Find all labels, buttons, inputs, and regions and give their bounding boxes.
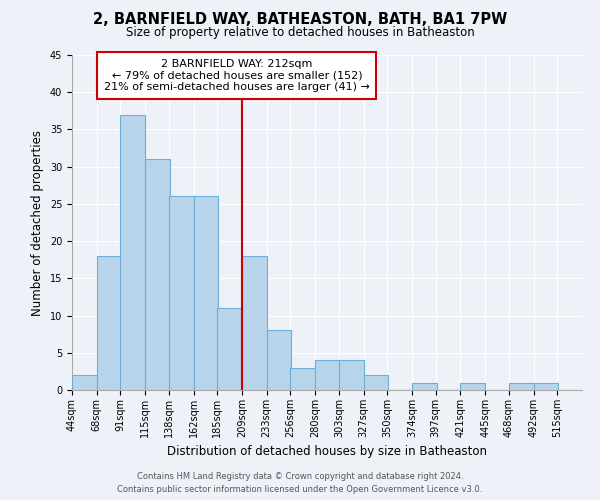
Text: 2, BARNFIELD WAY, BATHEASTON, BATH, BA1 7PW: 2, BARNFIELD WAY, BATHEASTON, BATH, BA1 …	[93, 12, 507, 28]
Bar	[339, 360, 364, 390]
Bar	[315, 360, 340, 390]
Y-axis label: Number of detached properties: Number of detached properties	[31, 130, 44, 316]
Bar	[364, 375, 388, 390]
Text: Contains HM Land Registry data © Crown copyright and database right 2024.
Contai: Contains HM Land Registry data © Crown c…	[118, 472, 482, 494]
Bar	[267, 330, 292, 390]
Bar	[242, 256, 267, 390]
Bar	[169, 196, 194, 390]
Text: Size of property relative to detached houses in Batheaston: Size of property relative to detached ho…	[125, 26, 475, 39]
Text: 2 BARNFIELD WAY: 212sqm
← 79% of detached houses are smaller (152)
21% of semi-d: 2 BARNFIELD WAY: 212sqm ← 79% of detache…	[104, 58, 370, 92]
X-axis label: Distribution of detached houses by size in Batheaston: Distribution of detached houses by size …	[167, 446, 487, 458]
Bar	[290, 368, 315, 390]
Bar	[121, 114, 145, 390]
Bar	[217, 308, 242, 390]
Bar	[509, 382, 533, 390]
Bar	[460, 382, 485, 390]
Bar	[97, 256, 121, 390]
Bar	[412, 382, 437, 390]
Bar	[533, 382, 559, 390]
Bar	[72, 375, 97, 390]
Bar	[194, 196, 218, 390]
Bar	[145, 159, 170, 390]
